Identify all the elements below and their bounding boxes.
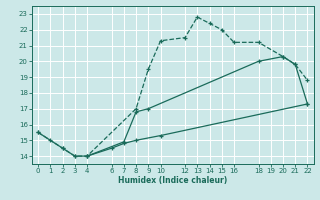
X-axis label: Humidex (Indice chaleur): Humidex (Indice chaleur) (118, 176, 228, 185)
